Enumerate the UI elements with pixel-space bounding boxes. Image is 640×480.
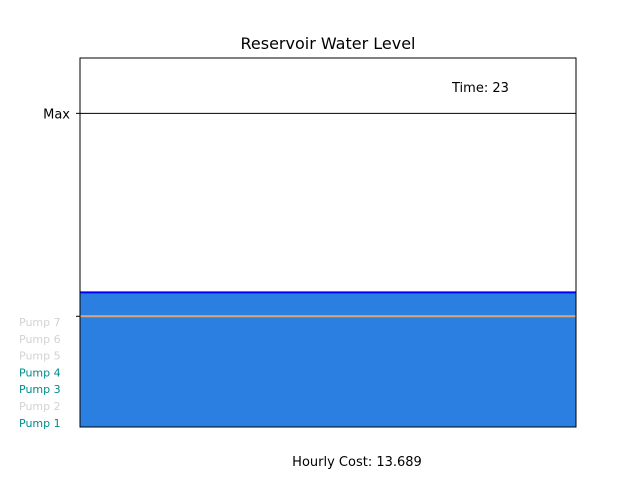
pump-label: Pump 6 [19,333,61,346]
pump-label: Pump 5 [19,350,61,363]
plot-area: Max [43,57,577,428]
hourly-cost-label: Hourly Cost: 13.689 [292,455,422,470]
pump-label: Pump 7 [19,316,61,329]
pump-label: Pump 2 [19,400,61,413]
time-label: Time: 23 [451,81,509,96]
pump-legend: Pump 7 Pump 6 Pump 5 Pump 4 Pump 3 Pump 2 Pump… [19,316,61,430]
pump-label: Pump 3 [19,383,61,396]
y-tick-label: Max [43,107,70,122]
chart-title: Reservoir Water Level [241,34,416,53]
pump-label: Pump 1 [19,417,61,430]
plot-frame [79,57,577,428]
pump-label: Pump 4 [19,366,61,379]
water-fill [80,292,576,427]
